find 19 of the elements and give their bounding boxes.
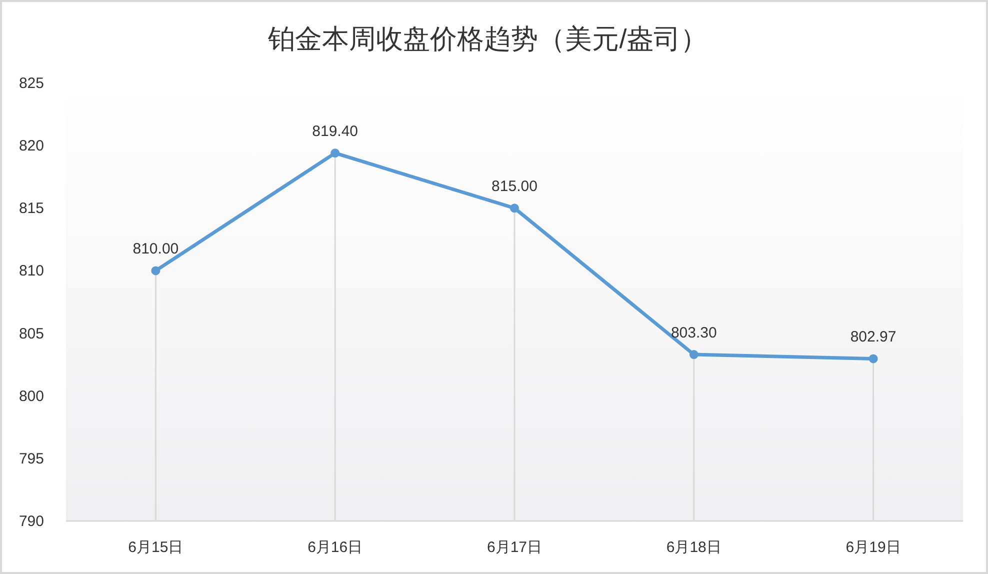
data-label: 803.30 — [670, 324, 717, 342]
x-tick: 6月19日 — [846, 539, 901, 556]
x-tick: 6月16日 — [308, 539, 363, 556]
x-tick: 6月15日 — [128, 539, 184, 556]
data-label: 802.97 — [850, 328, 896, 346]
data-label: 819.40 — [312, 123, 358, 140]
y-tick: 825 — [18, 75, 44, 92]
y-tick: 810 — [18, 262, 44, 280]
y-tick: 790 — [18, 513, 44, 530]
data-label: 810.00 — [132, 240, 179, 258]
y-tick: 805 — [18, 325, 44, 342]
x-tick: 6月17日 — [486, 539, 542, 556]
data-label: 815.00 — [492, 178, 538, 196]
y-tick: 815 — [18, 200, 44, 218]
x-tick: 6月18日 — [666, 539, 722, 556]
y-tick: 795 — [18, 450, 44, 468]
title: 铂金本周收盘价格趋势（美元/盎司） — [268, 24, 708, 54]
y-tick: 820 — [18, 138, 44, 155]
y-tick: 800 — [18, 388, 44, 405]
